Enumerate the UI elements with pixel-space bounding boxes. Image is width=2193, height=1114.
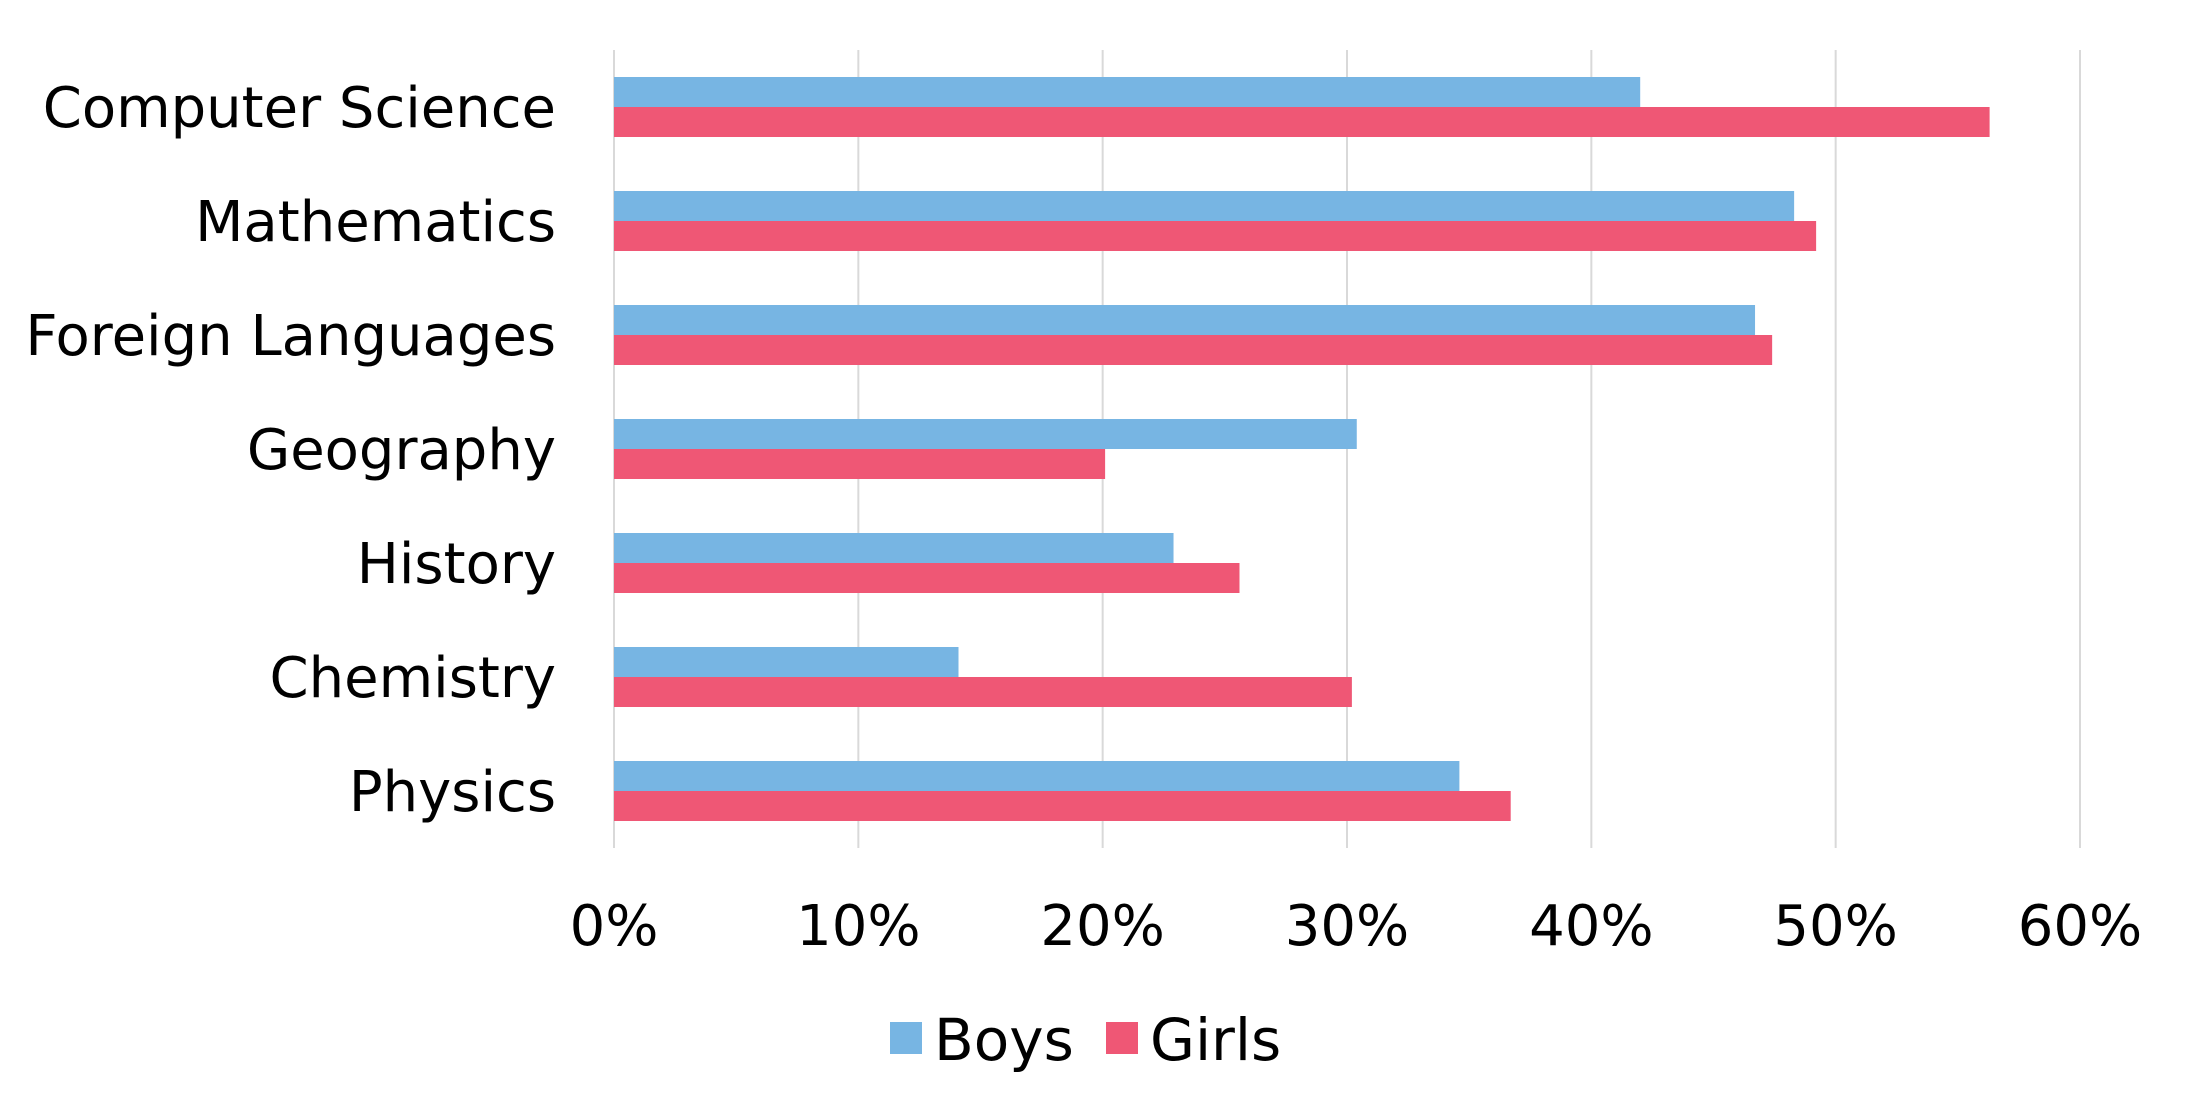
category-label-mathematics: Mathematics bbox=[195, 190, 556, 255]
bar-boys-geography bbox=[614, 419, 1357, 449]
bar-boys-chemistry bbox=[614, 647, 959, 677]
x-tick-label: 30% bbox=[1285, 894, 1409, 959]
x-tick-label: 20% bbox=[1040, 894, 1164, 959]
legend-label-boys: Boys bbox=[934, 1006, 1074, 1074]
category-label-history: History bbox=[357, 532, 556, 597]
x-axis-tick-labels: 0% 10% 20% 30% 40% 50% 60% bbox=[570, 894, 2143, 959]
legend: Boys Girls bbox=[890, 1006, 1281, 1074]
bar-boys-history bbox=[614, 533, 1174, 563]
x-tick-label: 50% bbox=[1773, 894, 1897, 959]
legend-swatch-boys bbox=[890, 1022, 922, 1054]
bar-boys-foreign-languages bbox=[614, 305, 1756, 335]
bar-girls-history bbox=[614, 563, 1240, 593]
bar-girls-geography bbox=[614, 449, 1106, 479]
category-labels: Computer Science Mathematics Foreign Langu… bbox=[25, 76, 556, 825]
category-label-physics: Physics bbox=[349, 760, 556, 825]
legend-swatch-girls bbox=[1106, 1022, 1138, 1054]
legend-label-girls: Girls bbox=[1150, 1006, 1281, 1074]
bar-boys-mathematics bbox=[614, 191, 1795, 221]
category-label-geography: Geography bbox=[247, 418, 556, 483]
bar-girls-chemistry bbox=[614, 677, 1352, 707]
bar-boys-physics bbox=[614, 761, 1460, 791]
x-tick-label: 10% bbox=[796, 894, 920, 959]
x-tick-label: 60% bbox=[2018, 894, 2142, 959]
category-label-computer-science: Computer Science bbox=[43, 76, 556, 141]
bar-girls-mathematics bbox=[614, 221, 1817, 251]
x-tick-label: 40% bbox=[1529, 894, 1653, 959]
category-label-foreign-languages: Foreign Languages bbox=[25, 304, 556, 369]
bars bbox=[614, 77, 1990, 821]
bar-girls-physics bbox=[614, 791, 1511, 821]
bar-girls-foreign-languages bbox=[614, 335, 1773, 365]
bar-boys-computer-science bbox=[614, 77, 1641, 107]
x-tick-label: 0% bbox=[570, 894, 659, 959]
bar-girls-computer-science bbox=[614, 107, 1990, 137]
category-label-chemistry: Chemistry bbox=[270, 646, 556, 711]
